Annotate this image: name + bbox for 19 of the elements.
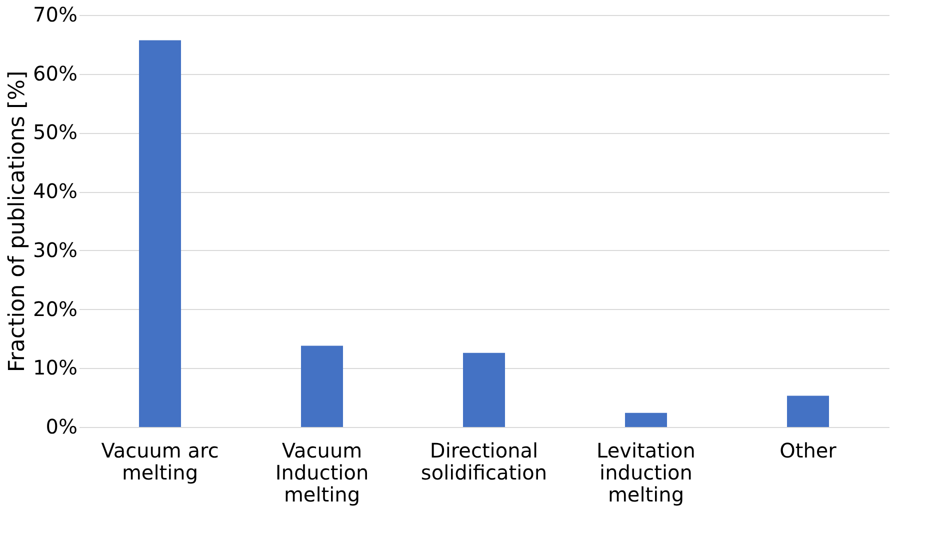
y-tick-label: 60%	[33, 61, 78, 86]
x-tick-label: Directional solidification	[420, 438, 548, 484]
y-tick-label: 40%	[33, 179, 78, 204]
bar	[463, 352, 505, 427]
x-tick-label: Vacuum arc melting	[101, 438, 219, 484]
y-tick-label: 30%	[33, 238, 78, 262]
x-tick-label: Other	[780, 438, 838, 462]
y-tick-label: 0%	[46, 414, 78, 438]
x-tick-label: Levitation induction melting	[596, 438, 696, 506]
bar	[625, 412, 667, 427]
y-tick-label: 70%	[33, 2, 78, 26]
bar	[301, 346, 343, 427]
bar	[787, 396, 829, 427]
y-tick-label: 20%	[33, 296, 78, 321]
y-axis-title: Fraction of publications [%]	[5, 70, 30, 372]
y-tick-label: 10%	[33, 356, 78, 380]
bar	[139, 40, 181, 427]
x-tick-label: Vacuum Induction melting	[275, 438, 369, 506]
y-tick-label: 50%	[33, 120, 78, 144]
